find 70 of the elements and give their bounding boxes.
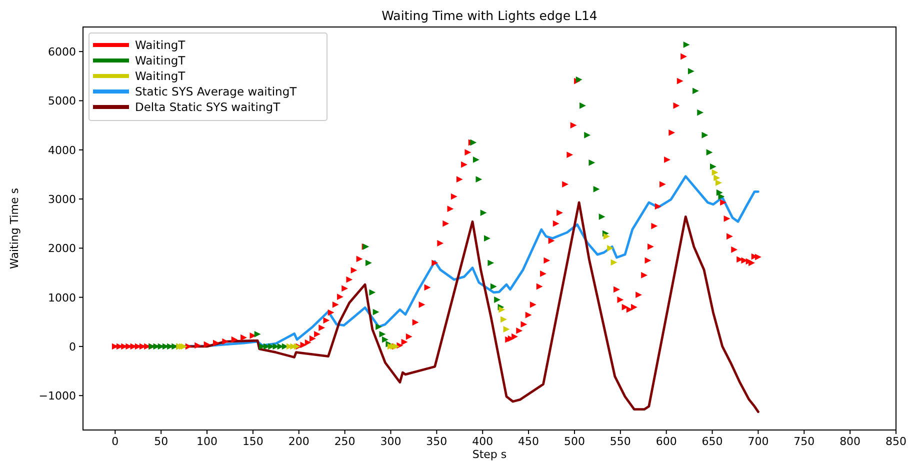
y-tick-label: 5000 [48, 94, 76, 108]
point [706, 149, 713, 156]
y-tick-label: 6000 [48, 46, 76, 59]
point [488, 260, 494, 266]
point [692, 88, 699, 94]
point [688, 68, 694, 74]
x-tick-label: 300 [380, 435, 402, 448]
point [254, 330, 261, 338]
x-tick-label: 550 [610, 435, 631, 448]
chart-title: Waiting Time with Lights edge L14 [382, 8, 598, 23]
point [603, 233, 610, 240]
x-tick-label: 200 [288, 435, 310, 448]
x-tick-label: 450 [518, 435, 540, 448]
legend-label: WaitingT [135, 69, 186, 83]
point [710, 163, 716, 170]
x-tick-label: 500 [564, 435, 585, 448]
point [376, 324, 382, 330]
point [697, 109, 704, 116]
point [472, 156, 480, 163]
point [584, 132, 591, 138]
point [500, 316, 507, 323]
x-tick-label: 50 [154, 435, 168, 448]
point [702, 132, 708, 138]
point [610, 259, 618, 266]
y-axis-title: Waiting Time s [8, 188, 21, 269]
point [379, 330, 386, 338]
point [683, 41, 690, 48]
point [714, 174, 720, 182]
point [712, 169, 718, 176]
x-tick-label: 750 [794, 435, 815, 448]
point [494, 296, 501, 303]
x-tick-label: 250 [334, 435, 356, 448]
point [607, 244, 614, 252]
x-tick-label: 600 [656, 435, 677, 448]
y-tick-label: 4000 [48, 144, 76, 157]
point [366, 260, 372, 266]
point [716, 189, 723, 196]
x-tick-label: 150 [242, 435, 264, 448]
x-tick-label: 650 [702, 435, 723, 448]
x-tick-label: 850 [886, 435, 906, 448]
legend-label: Static SYS Average waitingT [135, 84, 298, 98]
legend-label: WaitingT [135, 54, 186, 68]
y-tick-label: 1000 [48, 291, 76, 304]
x-tick-label: 350 [426, 435, 448, 448]
point [382, 336, 388, 343]
point [490, 283, 497, 290]
legend-label: WaitingT [135, 38, 186, 52]
point [480, 210, 487, 216]
point [372, 308, 380, 316]
legend-label: Delta Static SYS waitingT [135, 100, 282, 114]
y-tick-label: 2000 [48, 242, 76, 256]
point [588, 159, 596, 166]
y-tick-label: −1000 [38, 390, 76, 403]
point [369, 289, 376, 296]
x-axis-title: Step s [472, 448, 507, 461]
x-tick-label: 400 [472, 435, 494, 448]
point [598, 214, 606, 220]
point [484, 235, 490, 242]
x-tick-label: 100 [196, 435, 218, 448]
x-tick-label: 700 [748, 435, 769, 448]
y-tick-label: 0 [69, 340, 76, 354]
x-tick-label: 800 [840, 435, 861, 448]
point [716, 180, 722, 186]
point [498, 306, 506, 313]
point [593, 186, 600, 192]
y-tick-label: 3000 [48, 193, 76, 206]
point [580, 102, 586, 109]
point [718, 193, 725, 200]
point [476, 176, 482, 183]
x-tick-label: 0 [112, 435, 119, 448]
